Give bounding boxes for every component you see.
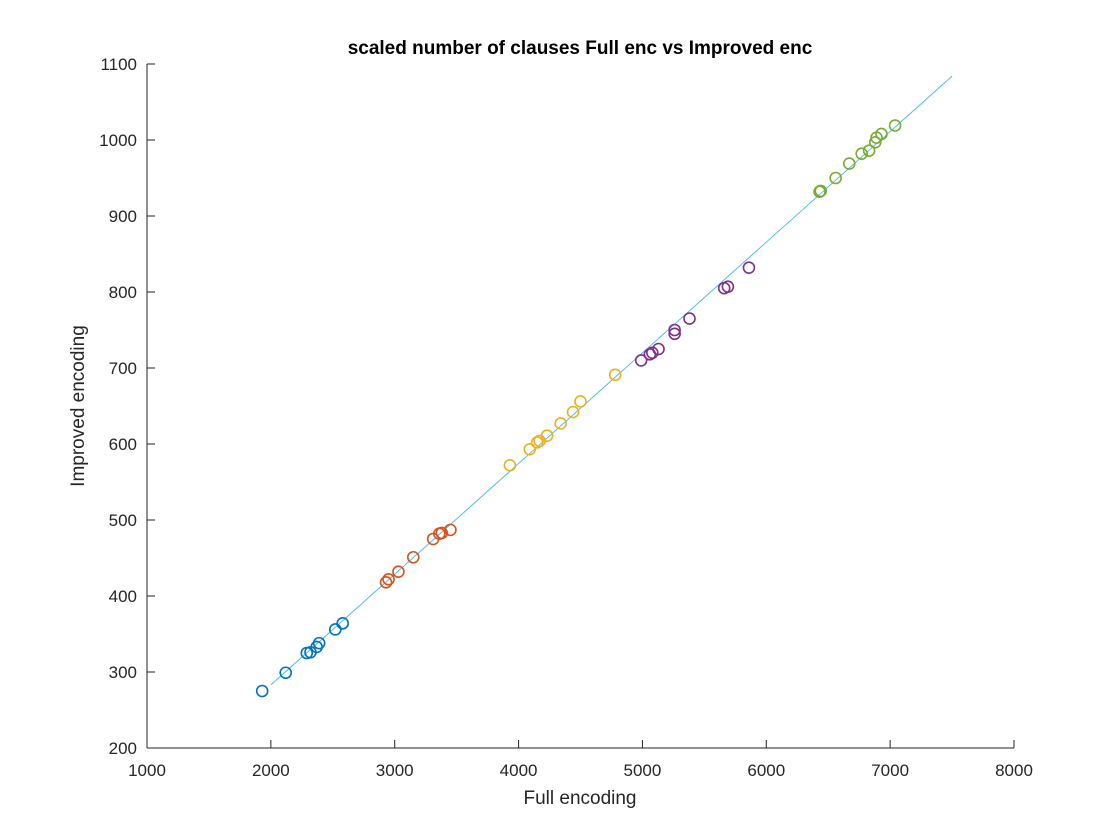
data-point-series-3	[608, 368, 622, 382]
data-point-series-3	[566, 405, 580, 419]
data-point-series-1	[336, 617, 349, 630]
data-point-series-4	[668, 327, 681, 341]
x-tick-label: 1000	[128, 761, 166, 780]
data-point-series-5	[842, 157, 856, 170]
data-point-series-3	[530, 436, 544, 449]
y-tick-label: 600	[109, 435, 137, 454]
y-tick-label: 200	[109, 739, 137, 758]
data-point-series-3	[574, 395, 587, 408]
x-axis-label: Full encoding	[523, 788, 636, 809]
data-point-series-4	[683, 312, 696, 325]
data-point-series-4	[646, 346, 659, 360]
y-tick-label: 400	[109, 587, 137, 606]
y-tick-label: 1100	[100, 55, 137, 74]
x-tick-label: 6000	[747, 761, 785, 780]
y-tick-label: 700	[109, 359, 137, 378]
data-point-series-4	[652, 342, 665, 356]
data-point-series-2	[444, 523, 457, 537]
data-point-series-1	[312, 636, 326, 650]
y-tick-label: 900	[109, 207, 137, 226]
data-point-series-4	[721, 280, 735, 293]
data-point-series-3	[503, 458, 517, 472]
x-tick-label: 7000	[871, 761, 909, 780]
data-point-series-2	[392, 565, 405, 578]
data-point-series-4	[668, 323, 681, 337]
data-point-series-5	[855, 147, 868, 160]
y-tick-label: 1000	[99, 131, 137, 150]
data-point-series-3	[540, 429, 554, 442]
data-point-series-5	[875, 127, 888, 141]
x-tick-label: 4000	[500, 761, 538, 780]
data-point-series-1	[279, 666, 293, 680]
data-point-series-1	[255, 684, 269, 698]
data-point-series-2	[379, 576, 393, 589]
plot-area: 1000 2000 3000 4000 5000 6000 7000 8000 200 300 40…	[99, 55, 1033, 780]
data-point-series-2	[406, 550, 420, 564]
data-point-series-5	[862, 144, 876, 157]
data-point-series-2	[435, 526, 449, 540]
x-tick-label: 3000	[376, 761, 414, 780]
data-point-series-5	[888, 119, 902, 132]
x-tick-label: 2000	[252, 761, 290, 780]
data-point-series-3	[523, 443, 537, 456]
x-tick-label: 8000	[995, 761, 1033, 780]
data-point-series-4	[742, 261, 756, 274]
data-point-series-5	[829, 171, 842, 185]
data-point-series-5	[814, 184, 828, 198]
chart-title: scaled number of clauses Full enc vs Imp…	[348, 38, 813, 59]
y-axis-label: Improved encoding	[68, 325, 89, 487]
y-tick-label: 300	[109, 663, 137, 682]
x-tick-label: 5000	[624, 761, 662, 780]
data-point-series-4	[634, 354, 648, 367]
data-point-series-3	[554, 417, 567, 430]
y-tick-label: 500	[109, 511, 137, 530]
data-point-series-1	[328, 623, 342, 636]
data-point-series-2	[382, 572, 395, 586]
y-tick-label: 800	[109, 283, 137, 302]
